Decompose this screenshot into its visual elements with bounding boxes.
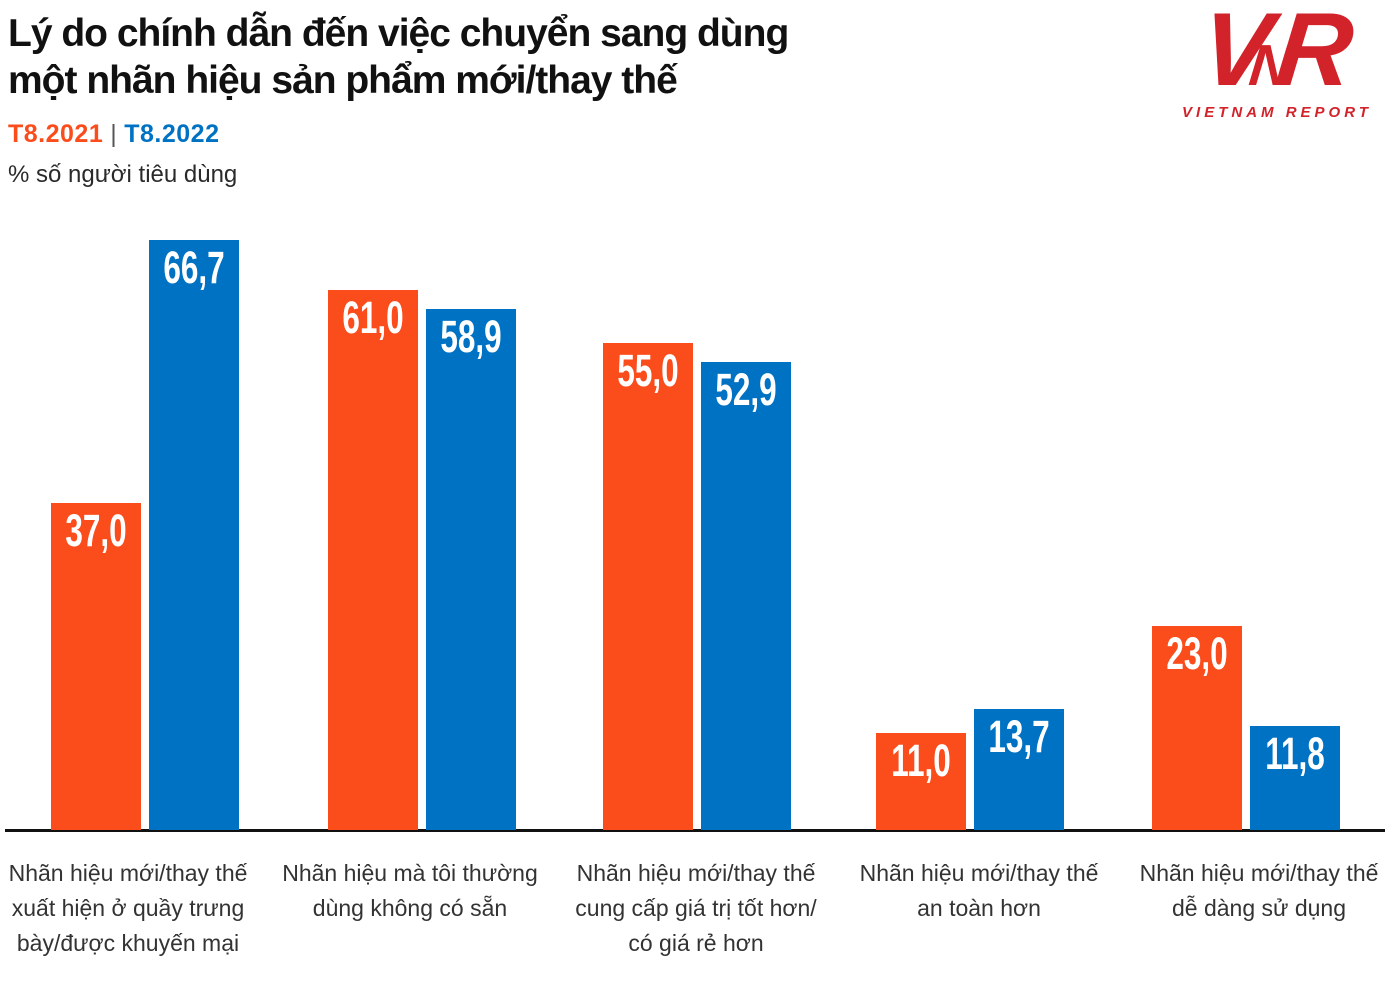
legend: T8.2021 | T8.2022 bbox=[8, 120, 788, 149]
chart-title-line1: Lý do chính dẫn đến việc chuyển sang dùn… bbox=[8, 12, 789, 55]
bar-value-label: 13,7 bbox=[988, 711, 1050, 762]
bar-value-label: 58,9 bbox=[440, 311, 502, 362]
legend-t8-2021: T8.2021 bbox=[8, 120, 104, 148]
bar-t8-2022-cat-5: 11,8 bbox=[1250, 726, 1340, 830]
legend-separator: | bbox=[110, 120, 118, 148]
category-label-line: Nhãn hiệu mà tôi thường bbox=[282, 860, 538, 886]
category-label-line: dễ dàng sử dụng bbox=[1172, 895, 1346, 921]
category-label-line: có giá rẻ hơn bbox=[628, 930, 764, 956]
category-label-line: dùng không có sẵn bbox=[312, 895, 508, 921]
category-label-1: Nhãn hiệu mới/thay thế xuất hiện ở quầy t… bbox=[0, 856, 288, 961]
category-label-4: Nhãn hiệu mới/thay thế an toàn hơn bbox=[819, 856, 1139, 926]
category-label-line: Nhãn hiệu mới/thay thế bbox=[576, 860, 816, 886]
bar-t8-2022-cat-4: 13,7 bbox=[974, 709, 1064, 830]
bar-value-label: 52,9 bbox=[715, 364, 777, 415]
bar-t8-2022-cat-3: 52,9 bbox=[701, 362, 791, 830]
vnr-logo: VNR VIETNAM REPORT bbox=[1172, 0, 1382, 121]
bar-value-label: 55,0 bbox=[617, 345, 679, 396]
category-label-line: an toàn hơn bbox=[917, 895, 1041, 921]
bar-t8-2021-cat-5: 23,0 bbox=[1152, 626, 1242, 830]
bar-t8-2021-cat-2: 61,0 bbox=[328, 290, 418, 830]
bar-t8-2021-cat-1: 37,0 bbox=[51, 503, 141, 830]
chart-title-line2: một nhãn hiệu sản phẩm mới/thay thế bbox=[8, 59, 678, 102]
category-label-line: Nhãn hiệu mới/thay thế bbox=[859, 860, 1099, 886]
bar-value-label: 61,0 bbox=[342, 292, 404, 343]
category-label-line: Nhãn hiệu mới/thay thế bbox=[8, 860, 248, 886]
bar-value-label: 23,0 bbox=[1166, 628, 1228, 679]
bar-value-label: 66,7 bbox=[163, 242, 225, 293]
bar-t8-2021-cat-3: 55,0 bbox=[603, 343, 693, 830]
category-label-5: Nhãn hiệu mới/thay thế dễ dàng sử dụng bbox=[1099, 856, 1390, 926]
category-label-line: Nhãn hiệu mới/thay thế bbox=[1139, 860, 1379, 886]
bar-value-label: 11,8 bbox=[1265, 728, 1325, 779]
unit-label: % số người tiêu dùng bbox=[8, 161, 238, 188]
bar-t8-2021-cat-4: 11,0 bbox=[876, 733, 966, 830]
category-label-2: Nhãn hiệu mà tôi thường dùng không có sẵn bbox=[250, 856, 570, 926]
category-label-line: bày/được khuyến mại bbox=[16, 930, 240, 956]
bar-value-label: 37,0 bbox=[65, 505, 127, 556]
vnr-logo-caption: VIETNAM REPORT bbox=[1182, 104, 1372, 121]
header: Lý do chính dẫn đến việc chuyển sang dùn… bbox=[8, 10, 789, 189]
bar-t8-2022-cat-1: 66,7 bbox=[149, 240, 239, 830]
category-label-line: xuất hiện ở quầy trưng bbox=[11, 895, 245, 921]
chart-title: Lý do chính dẫn đến việc chuyển sang dùn… bbox=[8, 10, 789, 104]
category-label-3: Nhãn hiệu mới/thay thế cung cấp giá trị t… bbox=[536, 856, 856, 961]
x-axis-line bbox=[5, 829, 1385, 832]
bar-value-label: 11,0 bbox=[891, 735, 951, 786]
bar-t8-2022-cat-2: 58,9 bbox=[426, 309, 516, 830]
category-label-line: cung cấp giá trị tốt hơn/ bbox=[575, 895, 817, 921]
legend-t8-2022: T8.2022 bbox=[124, 120, 220, 148]
